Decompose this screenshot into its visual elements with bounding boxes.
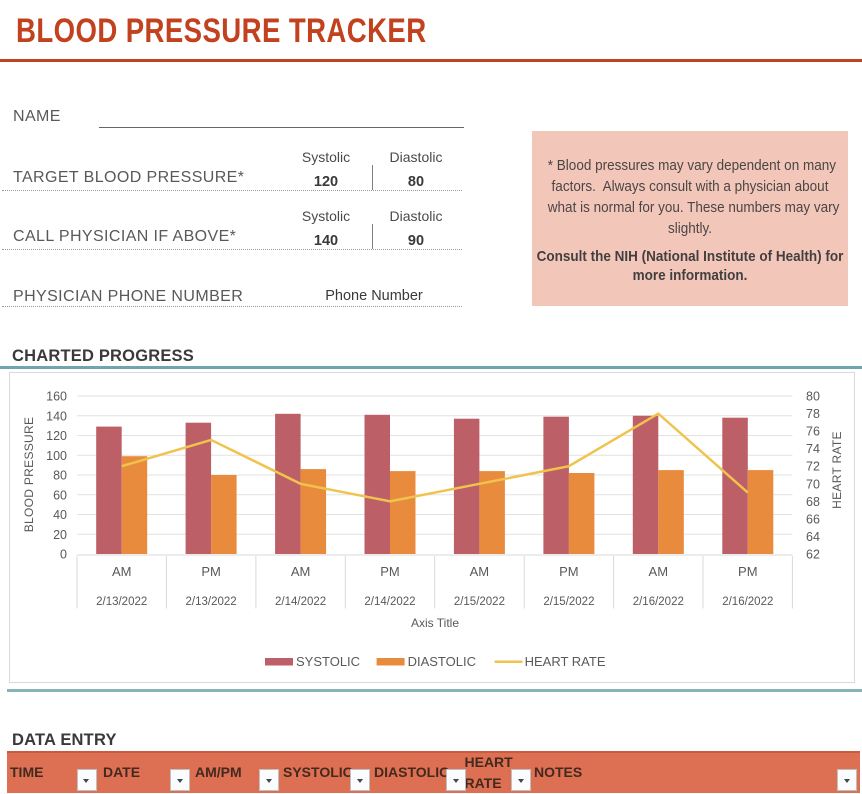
svg-text:78: 78 xyxy=(806,407,820,421)
svg-text:2/16/2022: 2/16/2022 xyxy=(722,596,773,608)
svg-text:80: 80 xyxy=(806,390,820,404)
svg-text:70: 70 xyxy=(806,477,820,491)
svg-text:66: 66 xyxy=(806,512,820,526)
svg-text:68: 68 xyxy=(806,495,820,509)
svg-text:0: 0 xyxy=(60,548,67,562)
svg-text:160: 160 xyxy=(46,390,67,404)
svg-text:DIASTOLIC: DIASTOLIC xyxy=(408,654,476,669)
svg-text:2/15/2022: 2/15/2022 xyxy=(454,596,505,608)
svg-text:74: 74 xyxy=(806,442,820,456)
svg-text:2/14/2022: 2/14/2022 xyxy=(275,596,326,608)
svg-text:2/13/2022: 2/13/2022 xyxy=(186,596,237,608)
svg-text:76: 76 xyxy=(806,425,820,439)
svg-text:100: 100 xyxy=(46,449,67,463)
svg-text:PM: PM xyxy=(380,564,400,579)
svg-text:AM: AM xyxy=(470,564,490,579)
svg-text:120: 120 xyxy=(46,429,67,443)
svg-text:AM: AM xyxy=(649,564,669,579)
svg-text:40: 40 xyxy=(53,508,67,522)
svg-text:2/15/2022: 2/15/2022 xyxy=(543,596,594,608)
svg-text:AM: AM xyxy=(291,564,311,579)
svg-text:PM: PM xyxy=(738,564,758,579)
svg-text:BLOOD PRESSURE: BLOOD PRESSURE xyxy=(22,417,36,533)
svg-text:Axis Title: Axis Title xyxy=(411,616,459,630)
svg-text:2/13/2022: 2/13/2022 xyxy=(96,596,147,608)
svg-text:60: 60 xyxy=(53,488,67,502)
svg-text:2/14/2022: 2/14/2022 xyxy=(364,596,415,608)
svg-text:PM: PM xyxy=(559,564,579,579)
svg-text:HEART RATE: HEART RATE xyxy=(830,431,844,509)
svg-text:20: 20 xyxy=(53,528,67,542)
svg-text:SYSTOLIC: SYSTOLIC xyxy=(296,654,360,669)
svg-text:72: 72 xyxy=(806,460,820,474)
svg-text:62: 62 xyxy=(806,548,820,562)
svg-text:64: 64 xyxy=(806,530,820,544)
svg-text:2/16/2022: 2/16/2022 xyxy=(633,596,684,608)
svg-text:HEART RATE: HEART RATE xyxy=(525,654,606,669)
svg-text:80: 80 xyxy=(53,469,67,483)
svg-text:140: 140 xyxy=(46,409,67,423)
svg-text:PM: PM xyxy=(201,564,221,579)
svg-text:AM: AM xyxy=(112,564,132,579)
